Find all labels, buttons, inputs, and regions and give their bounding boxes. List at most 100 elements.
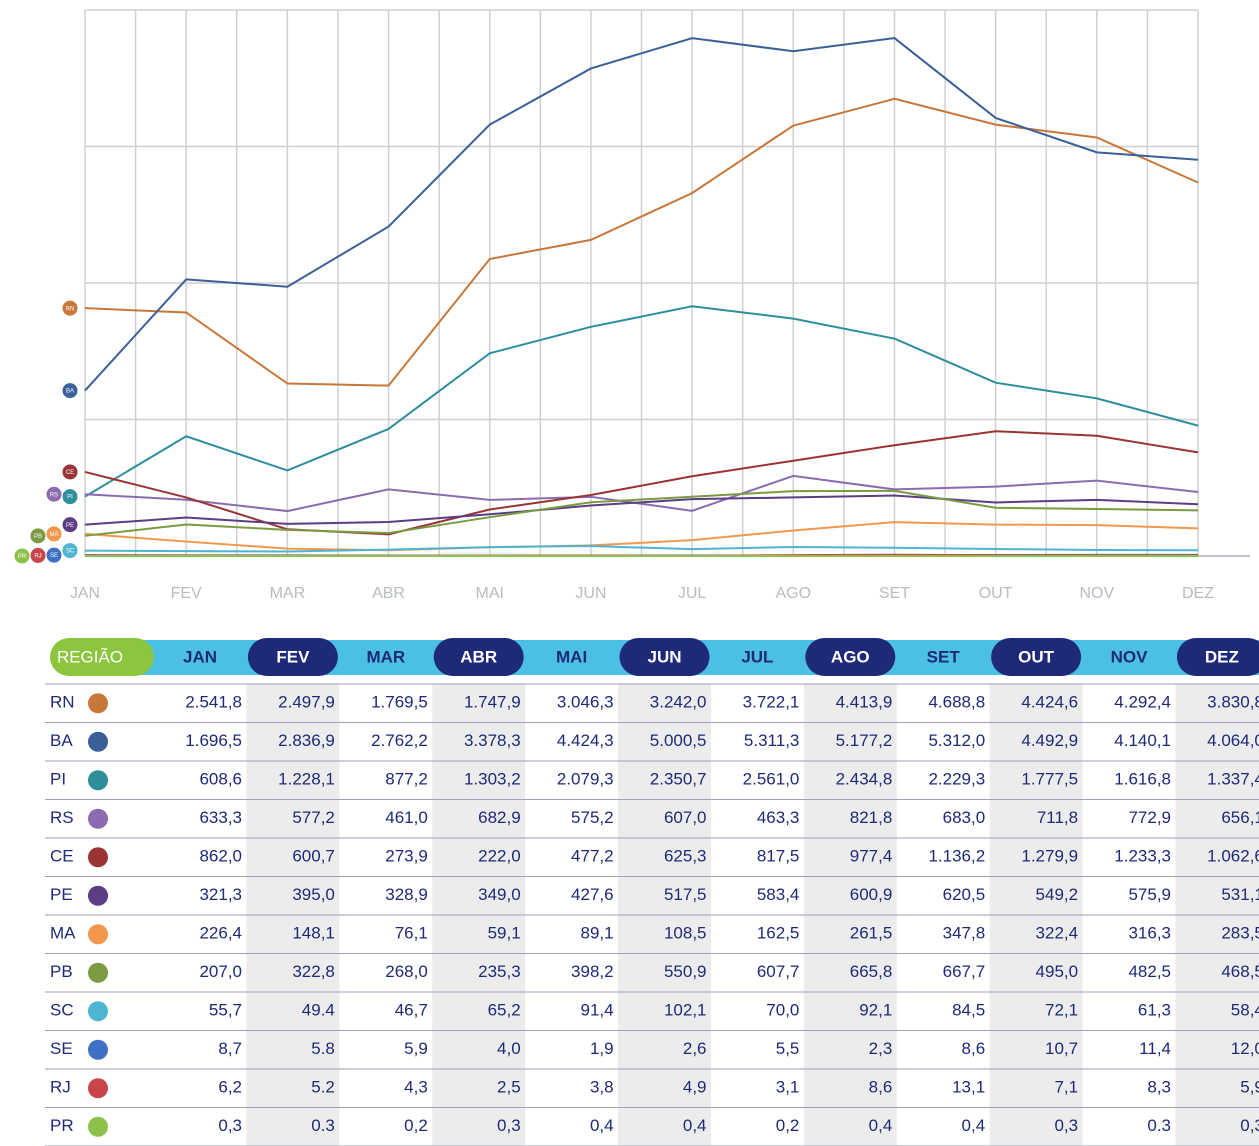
- table-cell: 92,1: [859, 1001, 892, 1020]
- series-badge-label: RJ: [34, 553, 41, 559]
- table-cell: 583,4: [757, 885, 800, 904]
- series-badge: [62, 543, 78, 559]
- table-cell: 575,2: [571, 808, 614, 827]
- table-cell: 3.830,8: [1207, 693, 1259, 712]
- row-label: BA: [50, 731, 73, 750]
- x-tick-label: FEV: [171, 585, 202, 602]
- table-cell: 0,4: [962, 1116, 986, 1135]
- series-badge: [46, 547, 62, 563]
- table-cell: 3.046,3: [557, 693, 614, 712]
- column-header: JUN: [647, 647, 681, 666]
- series-badge-label: CE: [66, 470, 74, 476]
- table-cell: 1.062,6: [1207, 847, 1259, 866]
- table-cell: 4.688,8: [928, 693, 985, 712]
- table-cell: 0.3: [311, 1116, 335, 1135]
- series-line: [84, 494, 1199, 526]
- table-cell: 607,7: [757, 962, 800, 981]
- series-badge: [62, 489, 78, 505]
- table-cell: 76,1: [395, 924, 428, 943]
- header-pill: [433, 638, 524, 676]
- table-cell: 600,9: [850, 885, 893, 904]
- table-cell: 977,4: [850, 847, 893, 866]
- column-header: SET: [927, 647, 961, 666]
- series-badge-label: SE: [50, 553, 58, 559]
- series-badge: [14, 548, 30, 564]
- series-badge: [46, 526, 62, 542]
- table-cell: 4.140,1: [1114, 731, 1171, 750]
- table-cell: 2,6: [683, 1039, 707, 1058]
- table-cell: 8,6: [869, 1078, 893, 1097]
- table-cell: 2.434,8: [836, 770, 893, 789]
- table-cell: 5.177,2: [836, 731, 893, 750]
- column-header: FEV: [276, 647, 310, 666]
- table-cell: 322,4: [1036, 924, 1079, 943]
- row-label: RS: [50, 808, 74, 827]
- table-cell: 1.777,5: [1021, 770, 1078, 789]
- table-cell: 711,8: [1037, 808, 1078, 827]
- row-dot: [88, 770, 108, 791]
- series-line: [84, 37, 1199, 392]
- table-cell: 427,6: [571, 885, 614, 904]
- table-cell: 7,1: [1054, 1078, 1078, 1097]
- table-cell: 349,0: [478, 885, 521, 904]
- table-cell: 607,0: [664, 808, 707, 827]
- series-badge-label: PE: [66, 523, 74, 529]
- table-cell: 1.769,5: [371, 693, 428, 712]
- x-tick-label: MAR: [270, 585, 306, 602]
- table-cell: 0,3: [1240, 1116, 1259, 1135]
- table-cell: 273,9: [385, 847, 428, 866]
- table-cell: 682,9: [478, 808, 521, 827]
- table-cell: 398,2: [571, 962, 614, 981]
- series-line: [84, 474, 1199, 513]
- column-header: JAN: [183, 647, 217, 666]
- table-cell: 6,2: [218, 1078, 242, 1097]
- series-badge-label: PI: [67, 495, 73, 501]
- table-cell: 10,7: [1045, 1039, 1078, 1058]
- table-cell: 2,3: [869, 1039, 893, 1058]
- table-cell: 4.424,6: [1021, 693, 1078, 712]
- table-cell: 5.000,5: [650, 731, 707, 750]
- row-label: PI: [50, 770, 66, 789]
- series-badge: [62, 383, 78, 399]
- column-header: OUT: [1018, 647, 1055, 666]
- row-dot: [88, 847, 108, 868]
- column-header: MAR: [366, 647, 405, 666]
- table-cell: 12,0: [1231, 1039, 1259, 1058]
- column-header: NOV: [1111, 647, 1149, 666]
- table-cell: 2.541,8: [185, 693, 242, 712]
- table-cell: 102,1: [664, 1001, 707, 1020]
- table-cell: 3,8: [590, 1078, 614, 1097]
- series-line: [84, 521, 1199, 552]
- series-badge: [62, 517, 78, 533]
- table-cell: 235,3: [478, 962, 521, 981]
- column-header: JUL: [741, 647, 773, 666]
- x-tick-label: DEZ: [1182, 585, 1214, 602]
- table-cell: 0,4: [683, 1116, 707, 1135]
- table-cell: 8,6: [962, 1039, 986, 1058]
- series-badge-label: BA: [66, 389, 74, 395]
- x-tick-label: NOV: [1079, 585, 1114, 602]
- column-header: ABR: [460, 647, 497, 666]
- x-tick-label: SET: [879, 585, 910, 602]
- table-cell: 4.424,3: [557, 731, 614, 750]
- table-cell: 461,0: [385, 808, 428, 827]
- row-label: PB: [50, 962, 73, 981]
- table-cell: 1.337,4: [1207, 770, 1259, 789]
- table-cell: 2.350,7: [650, 770, 707, 789]
- table-cell: 0,3: [218, 1116, 242, 1135]
- table-cell: 575,9: [1128, 885, 1171, 904]
- table-cell: 517,5: [664, 885, 707, 904]
- table-cell: 608,6: [199, 770, 242, 789]
- table-cell: 13,1: [952, 1078, 985, 1097]
- table-cell: 4,3: [404, 1078, 428, 1097]
- x-tick-label: JAN: [70, 585, 100, 602]
- table-cell: 1.233,3: [1114, 847, 1171, 866]
- table-cell: 683,0: [943, 808, 986, 827]
- table-cell: 8,3: [1147, 1078, 1171, 1097]
- x-tick-label: OUT: [979, 585, 1013, 602]
- table-cell: 4.064,0: [1207, 731, 1259, 750]
- table-cell: 0,2: [404, 1116, 428, 1135]
- table-cell: 84,5: [952, 1001, 985, 1020]
